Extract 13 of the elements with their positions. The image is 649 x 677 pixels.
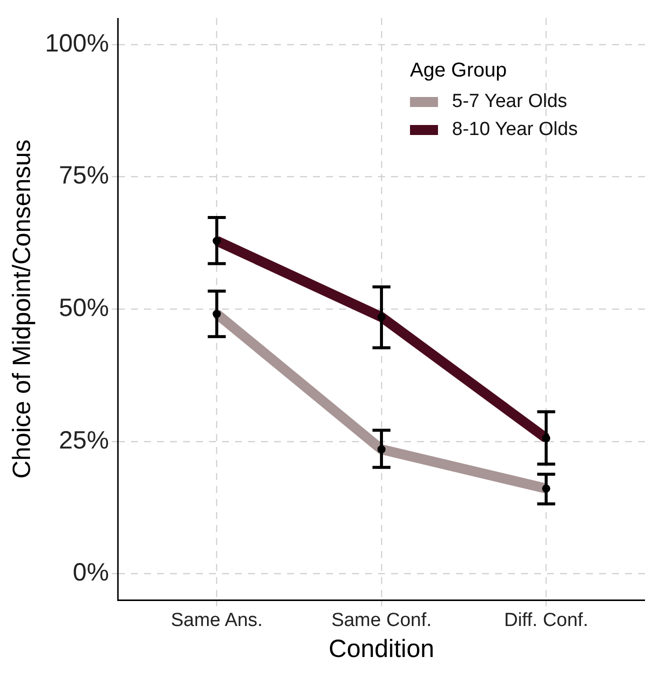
legend-label: 8-10 Year Olds [452,119,578,140]
y-tick-label: 0% [72,558,109,587]
x-tick-label: Same Ans. [170,610,263,631]
y-tick-label: 100% [44,29,109,58]
x-tick-label: Diff. Conf. [504,610,588,631]
x-tick-label: Same Conf. [331,610,432,631]
y-tick-label: 50% [58,294,109,322]
x-axis-title: Condition [328,634,434,663]
y-tick-label: 25% [58,426,109,454]
legend-title: Age Group [410,60,507,82]
y-tick-label: 75% [58,162,109,190]
legend-label: 5-7 Year Olds [452,91,568,112]
y-axis-title: Choice of Midpoint/Consensus [8,140,36,479]
